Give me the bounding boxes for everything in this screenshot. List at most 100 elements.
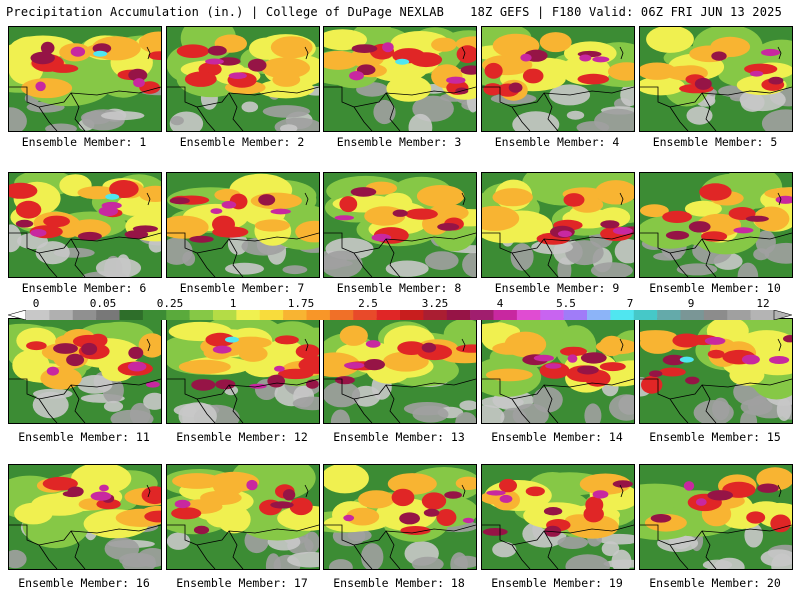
- colorbar-swatch: [680, 310, 705, 320]
- colorbar-swatch: [400, 310, 424, 320]
- ensemble-member-label: Ensemble Member: 20: [649, 576, 781, 590]
- colorbar-swatch: [516, 310, 541, 320]
- ensemble-panel: [323, 172, 477, 278]
- colorbar-swatch: [540, 310, 564, 320]
- ensemble-member-label: Ensemble Member: 2: [179, 135, 305, 149]
- ensemble-panel: [323, 464, 477, 570]
- ensemble-member-label: Ensemble Member: 9: [494, 281, 620, 295]
- precip-map: [9, 173, 161, 277]
- precip-map: [482, 173, 634, 277]
- ensemble-member-label: Ensemble Member: 1: [21, 135, 147, 149]
- colorbar-swatch: [213, 310, 237, 320]
- ensemble-member-label: Ensemble Member: 12: [176, 430, 308, 444]
- precip-map: [640, 319, 792, 423]
- colorbar-swatch: [610, 310, 635, 320]
- colorbar-swatch: [72, 310, 97, 320]
- colorbar-swatch: [49, 310, 74, 320]
- colorbar-tick-label: 1: [229, 297, 237, 310]
- colorbar-swatch: [470, 310, 494, 320]
- colorbar-tick-label: 4: [496, 297, 504, 310]
- colorbar-swatch: [236, 310, 261, 320]
- map-title: Precipitation Accumulation (in.) | Colle…: [6, 5, 445, 19]
- ensemble-panel: [166, 172, 320, 278]
- precip-map: [9, 465, 161, 569]
- colorbar-tick-label: 0.25: [156, 297, 184, 310]
- ensemble-member-label: Ensemble Member: 3: [336, 135, 462, 149]
- colorbar-tick-label: 7: [626, 297, 634, 310]
- colorbar-tick-label: 1.75: [287, 297, 315, 310]
- colorbar-swatch: [119, 310, 144, 320]
- precip-map: [482, 27, 634, 131]
- precip-map: [9, 319, 161, 423]
- ensemble-panel: [481, 172, 635, 278]
- colorbar-swatch: [563, 310, 588, 320]
- colorbar-swatch: [96, 310, 120, 320]
- precip-map: [167, 27, 319, 131]
- ensemble-panel: [8, 464, 162, 570]
- ensemble-member-label: Ensemble Member: 17: [176, 576, 308, 590]
- colorbar-swatch: [306, 310, 331, 320]
- ensemble-member-label: Ensemble Member: 4: [494, 135, 620, 149]
- colorbar-swatch: [26, 310, 50, 320]
- precip-map: [324, 173, 476, 277]
- ensemble-panel: [639, 464, 793, 570]
- precip-map: [324, 27, 476, 131]
- colorbar-swatch: [446, 310, 471, 320]
- precip-map: [640, 465, 792, 569]
- colorbar-max-arrow: [773, 310, 792, 320]
- colorbar-swatch: [166, 310, 190, 320]
- ensemble-panel: [8, 318, 162, 424]
- ensemble-member-label: Ensemble Member: 14: [491, 430, 623, 444]
- colorbar-scale: [8, 310, 792, 320]
- colorbar-swatch: [259, 310, 284, 320]
- colorbar-swatch: [727, 310, 751, 320]
- ensemble-member-label: Ensemble Member: 10: [649, 281, 781, 295]
- ensemble-member-label: Ensemble Member: 6: [21, 281, 147, 295]
- ensemble-member-label: Ensemble Member: 19: [491, 576, 623, 590]
- run-valid-time: 18Z GEFS | F180 Valid: 06Z FRI JUN 13 20…: [470, 5, 782, 19]
- ensemble-member-label: Ensemble Member: 16: [18, 576, 150, 590]
- ensemble-member-label: Ensemble Member: 11: [18, 430, 150, 444]
- colorbar-tick-label: 0: [32, 297, 40, 310]
- colorbar-swatch: [657, 310, 681, 320]
- colorbar-swatch: [703, 310, 728, 320]
- precip-map: [640, 27, 792, 131]
- precip-map: [167, 465, 319, 569]
- ensemble-panel: [323, 26, 477, 132]
- precip-map: [9, 27, 161, 131]
- ensemble-member-label: Ensemble Member: 8: [336, 281, 462, 295]
- ensemble-panel: [8, 26, 162, 132]
- colorbar-swatch: [376, 310, 401, 320]
- colorbar-swatch: [353, 310, 377, 320]
- ensemble-panel: [166, 464, 320, 570]
- colorbar-swatch: [633, 310, 658, 320]
- ensemble-member-label: Ensemble Member: 7: [179, 281, 305, 295]
- colorbar-min-arrow: [8, 310, 27, 320]
- colorbar: 0 0.05 0.25 1 1.75 2.5 3.25 4 5.5 7 9 12: [8, 297, 792, 321]
- colorbar-swatch: [587, 310, 611, 320]
- ensemble-panel: [481, 318, 635, 424]
- colorbar-swatch: [189, 310, 214, 320]
- colorbar-tick-label: 0.05: [89, 297, 117, 310]
- colorbar-swatch: [423, 310, 448, 320]
- ensemble-member-label: Ensemble Member: 5: [652, 135, 778, 149]
- colorbar-tick-label: 12: [756, 297, 770, 310]
- colorbar-tick-label: 9: [687, 297, 695, 310]
- ensemble-panel: [166, 26, 320, 132]
- precip-map: [482, 319, 634, 423]
- colorbar-swatch: [283, 310, 307, 320]
- colorbar-tick-label: 3.25: [421, 297, 449, 310]
- ensemble-panel: [166, 318, 320, 424]
- colorbar-swatch: [329, 310, 354, 320]
- colorbar-swatch: [493, 310, 518, 320]
- colorbar-swatch: [750, 310, 775, 320]
- ensemble-member-label: Ensemble Member: 13: [333, 430, 465, 444]
- ensemble-member-label: Ensemble Member: 18: [333, 576, 465, 590]
- precip-map: [167, 319, 319, 423]
- colorbar-tick-label: 5.5: [556, 297, 576, 310]
- ensemble-panel: [639, 26, 793, 132]
- ensemble-member-label: Ensemble Member: 15: [649, 430, 781, 444]
- precip-map: [324, 319, 476, 423]
- precip-map: [324, 465, 476, 569]
- precip-map: [482, 465, 634, 569]
